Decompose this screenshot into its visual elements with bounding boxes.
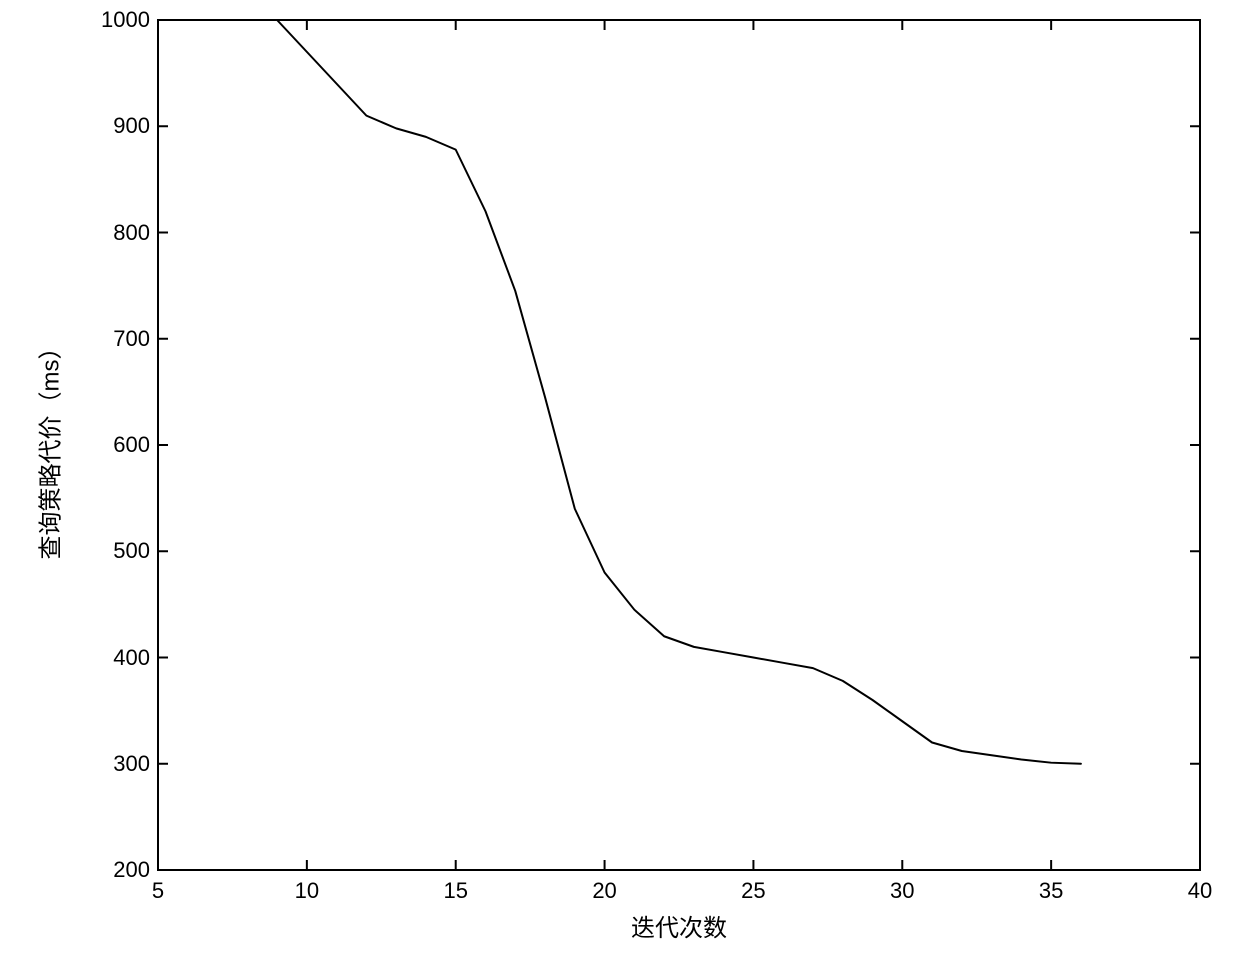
y-tick-label: 200 xyxy=(113,857,150,883)
chart-svg xyxy=(0,0,1240,948)
cost-vs-iteration-chart: 5101520253035402003004005006007008009001… xyxy=(0,0,1240,948)
x-tick-label: 30 xyxy=(882,878,922,904)
x-tick-label: 15 xyxy=(436,878,476,904)
x-axis-label: 迭代次数 xyxy=(579,908,779,943)
y-tick-label: 300 xyxy=(113,751,150,777)
x-tick-label: 10 xyxy=(287,878,327,904)
x-tick-label: 35 xyxy=(1031,878,1071,904)
y-tick-label: 1000 xyxy=(101,7,150,33)
x-tick-label: 40 xyxy=(1180,878,1220,904)
y-axis-label: 查询策略代价（ms） xyxy=(31,328,66,568)
y-tick-label: 700 xyxy=(113,326,150,352)
y-tick-label: 900 xyxy=(113,113,150,139)
y-tick-label: 400 xyxy=(113,645,150,671)
data-line xyxy=(277,20,1081,764)
y-tick-label: 500 xyxy=(113,538,150,564)
plot-box xyxy=(158,20,1200,870)
y-tick-label: 800 xyxy=(113,220,150,246)
x-tick-label: 25 xyxy=(733,878,773,904)
x-tick-label: 20 xyxy=(585,878,625,904)
y-tick-label: 600 xyxy=(113,432,150,458)
